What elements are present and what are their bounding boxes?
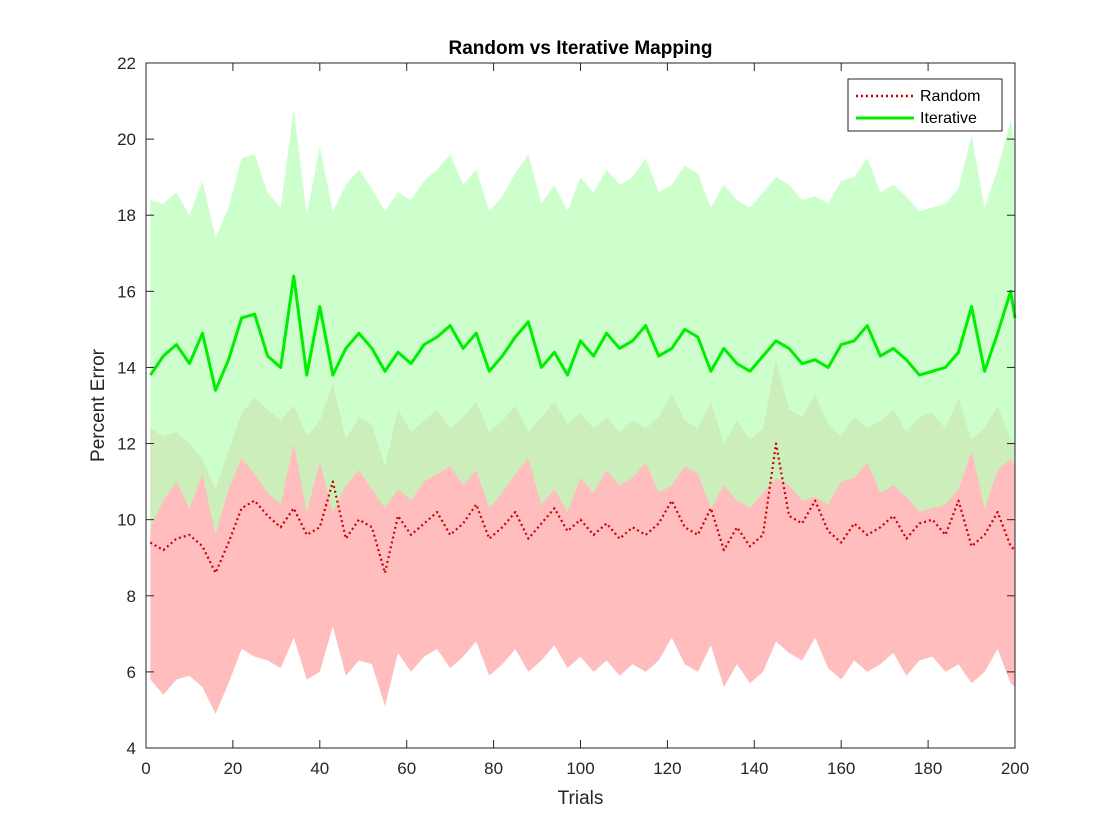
y-tick-label: 10 [117, 511, 136, 530]
series-line-iterative [149, 274, 1017, 392]
y-tick-label: 20 [117, 130, 136, 149]
y-tick-label: 6 [127, 663, 136, 682]
series-line-random [149, 442, 1016, 575]
y-axis-label: Percent Error [88, 348, 109, 462]
series-lines [149, 274, 1017, 575]
x-tick-label: 80 [484, 759, 503, 778]
x-tick-label: 140 [740, 759, 768, 778]
legend-label-iterative: Iterative [920, 110, 977, 127]
x-axis-label: Trials [558, 788, 604, 809]
y-tick-label: 8 [127, 587, 136, 606]
legend: Random Iterative [847, 78, 1003, 132]
y-axis-ticks: 4 6 8 10 12 14 16 18 20 22 [117, 54, 1015, 758]
x-tick-label: 200 [1001, 759, 1029, 778]
x-tick-label: 0 [141, 759, 150, 778]
legend-box [847, 78, 1003, 132]
x-tick-label: 40 [310, 759, 329, 778]
confidence-bands [150, 108, 1016, 714]
x-tick-label: 20 [223, 759, 242, 778]
legend-label-random: Random [920, 88, 980, 105]
band-iterative [150, 108, 1016, 535]
y-tick-label: 14 [117, 358, 136, 377]
x-tick-label: 100 [566, 759, 594, 778]
y-tick-label: 12 [117, 435, 136, 454]
y-tick-label: 4 [127, 739, 136, 758]
x-tick-label: 60 [397, 759, 416, 778]
y-tick-label: 16 [117, 282, 136, 301]
y-tick-label: 22 [117, 54, 136, 73]
y-tick-label: 18 [117, 206, 136, 225]
x-axis-ticks: 0 20 40 60 80 100 120 140 160 180 200 [141, 63, 1029, 778]
x-tick-label: 180 [914, 759, 942, 778]
x-tick-label: 120 [653, 759, 681, 778]
chart-title: Random vs Iterative Mapping [449, 38, 713, 59]
x-tick-label: 160 [827, 759, 855, 778]
